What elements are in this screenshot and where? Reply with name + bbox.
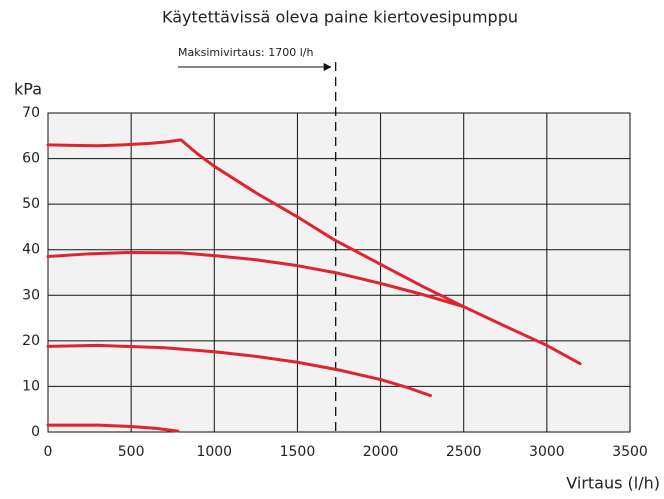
y-tick-label: 20 xyxy=(22,333,40,349)
x-tick-label: 1000 xyxy=(196,444,232,460)
y-tick-label: 0 xyxy=(31,424,40,440)
x-tick-label: 2500 xyxy=(446,444,482,460)
x-tick-label: 1500 xyxy=(280,444,316,460)
x-axis-label: Virtaus (l/h) xyxy=(566,474,660,493)
y-axis-label: kPa xyxy=(14,80,42,99)
y-tick-label: 70 xyxy=(22,105,40,121)
chart-title: Käytettävissä oleva paine kiertovesipump… xyxy=(162,8,518,27)
curve xyxy=(46,138,582,366)
y-tick-label: 30 xyxy=(22,287,40,303)
y-tick-label: 50 xyxy=(22,196,40,212)
curve xyxy=(46,343,432,398)
y-tick-label: 60 xyxy=(22,151,40,167)
curve xyxy=(46,250,466,309)
arrow-head xyxy=(323,63,332,71)
plot-border xyxy=(47,112,631,433)
x-tick-label: 3500 xyxy=(612,444,648,460)
x-tick-label: 3000 xyxy=(529,444,565,460)
y-tick-label: 10 xyxy=(22,378,40,394)
x-tick-label: 0 xyxy=(44,444,53,460)
x-tick-label: 2000 xyxy=(363,444,399,460)
y-tick-label: 40 xyxy=(22,242,40,258)
annotation-label: Maksimivirtaus: 1700 l/h xyxy=(178,46,313,59)
curve xyxy=(46,423,180,433)
x-tick-label: 500 xyxy=(118,444,145,460)
